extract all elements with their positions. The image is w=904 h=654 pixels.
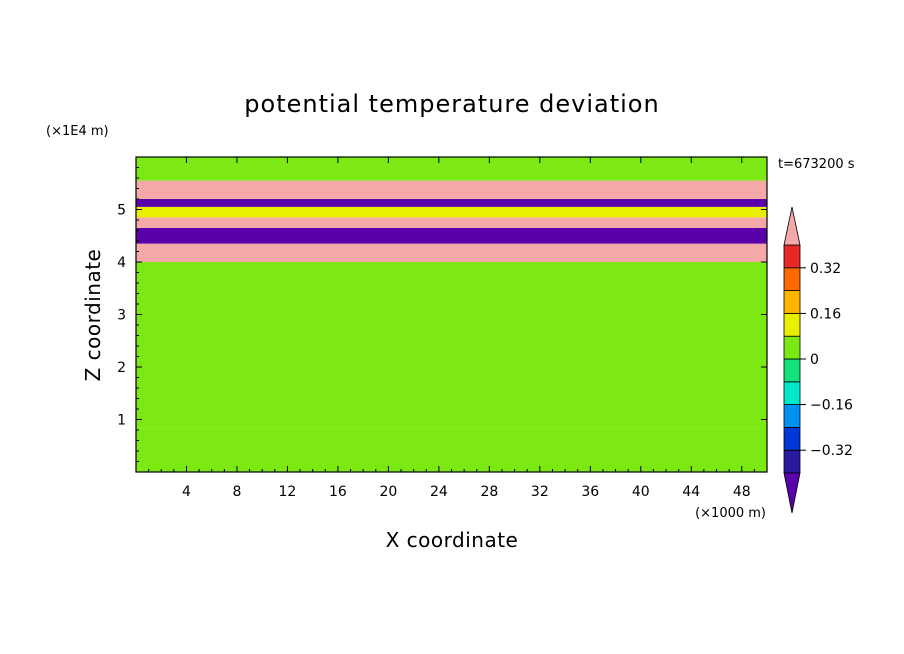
plot-area xyxy=(136,157,767,472)
x-tick-label: 44 xyxy=(682,484,700,500)
x-tick-label: 40 xyxy=(632,484,650,500)
x-tick-label: 32 xyxy=(531,484,549,500)
colorbar-extend-high xyxy=(783,206,801,246)
contour-band xyxy=(136,227,767,244)
chart-title: potential temperature deviation xyxy=(244,90,659,118)
x-axis-unit: (×1000 m) xyxy=(695,506,766,521)
x-tick-label: 28 xyxy=(480,484,498,500)
y-axis-unit: (×1E4 m) xyxy=(46,124,109,139)
contour-band xyxy=(136,243,767,262)
contour-band xyxy=(136,180,767,199)
colorbar-box xyxy=(783,267,801,291)
time-label: t=673200 s xyxy=(778,157,855,172)
x-tick-label: 12 xyxy=(279,484,297,500)
x-axis-label: X coordinate xyxy=(386,528,519,552)
colorbar-box xyxy=(783,335,801,360)
y-axis-label: Z coordinate xyxy=(81,249,105,382)
y-tick-label: 2 xyxy=(117,360,126,376)
x-tick-label: 24 xyxy=(430,484,448,500)
contour-band xyxy=(136,217,767,228)
x-tick-label: 36 xyxy=(581,484,599,500)
colorbar-box xyxy=(783,426,801,451)
colorbar-tick-label: 0.16 xyxy=(810,306,841,322)
colorbar-box xyxy=(783,290,801,314)
y-tick-label: 3 xyxy=(117,308,126,324)
colorbar-tick-label: 0 xyxy=(810,352,819,368)
y-axis-ticks: 1 2 3 4 5 xyxy=(117,167,767,462)
x-tick-label: 4 xyxy=(182,484,191,500)
colorbar-box xyxy=(783,358,801,383)
contour-band xyxy=(136,157,767,181)
colorbar-tick-label: −0.16 xyxy=(810,398,853,414)
colorbar-tick-label: −0.32 xyxy=(810,443,853,459)
colorbar: 0.32 0.16 0 −0.16 −0.32 xyxy=(783,206,853,514)
colorbar-box xyxy=(783,244,801,269)
x-axis-ticks: 4 8 12 16 20 24 28 32 36 40 44 48 xyxy=(148,157,755,500)
contour-band xyxy=(136,262,767,428)
colorbar-box xyxy=(783,381,801,405)
colorbar-box xyxy=(783,312,801,337)
x-tick-label: 16 xyxy=(329,484,347,500)
colorbar-extend-low xyxy=(783,472,801,514)
contour-band xyxy=(136,427,767,472)
x-tick-label: 8 xyxy=(232,484,241,500)
y-tick-label: 4 xyxy=(117,255,126,271)
colorbar-box xyxy=(783,449,801,474)
colorbar-tick-label: 0.32 xyxy=(810,261,841,277)
y-tick-label: 5 xyxy=(117,203,126,219)
contour-band xyxy=(136,199,767,207)
contour-band xyxy=(136,206,767,218)
colorbar-box xyxy=(783,404,801,428)
x-tick-label: 48 xyxy=(733,484,751,500)
y-tick-label: 1 xyxy=(117,413,126,429)
x-tick-label: 20 xyxy=(379,484,397,500)
